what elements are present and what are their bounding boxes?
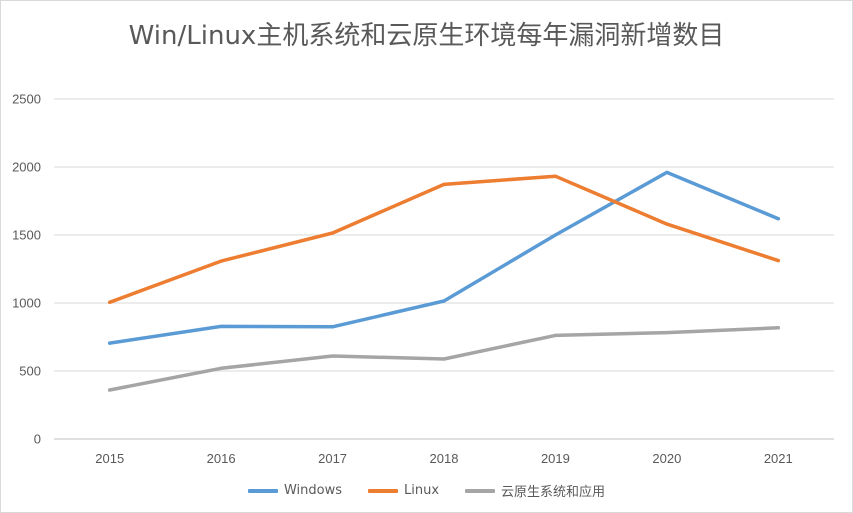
y-tick-label-2000: 2000	[12, 160, 41, 175]
data-point-linux-2016	[219, 259, 223, 263]
series-line-windows	[107, 170, 781, 345]
data-point-cloud-native-2018	[442, 357, 446, 361]
x-tick-label-2019: 2019	[541, 451, 570, 466]
data-point-linux-2017	[330, 231, 335, 235]
x-tick-label-2018: 2018	[430, 451, 459, 466]
data-point-windows-2015	[108, 341, 112, 345]
legend-swatch-cloud-native	[465, 488, 496, 493]
legend-swatch-windows	[247, 488, 278, 493]
x-tick-label-2015: 2015	[95, 451, 124, 466]
legend-item-linux[interactable]: Linux	[367, 483, 440, 498]
data-point-windows-2020	[665, 170, 669, 175]
y-tick-label-500: 500	[19, 364, 41, 379]
legend-label-cloud-native: 云原生系统和应用	[501, 485, 606, 500]
data-point-linux-2019	[553, 174, 558, 178]
data-point-linux-2015	[108, 300, 112, 304]
data-point-cloud-native-2020	[665, 331, 669, 335]
data-point-cloud-native-2016	[219, 366, 223, 370]
data-point-linux-2020	[665, 222, 669, 226]
data-point-linux-2018	[442, 182, 446, 187]
x-tick-label-2020: 2020	[652, 451, 681, 466]
x-tick-label-2016: 2016	[207, 451, 236, 466]
data-point-cloud-native-2019	[553, 333, 558, 337]
legend-item-cloud-native[interactable]: 云原生系统和应用	[465, 481, 605, 500]
data-point-linux-2021	[776, 258, 780, 263]
y-tick-label-1500: 1500	[12, 228, 41, 243]
data-point-cloud-native-2017	[330, 354, 335, 358]
x-tick-label-2021: 2021	[764, 451, 793, 466]
legend-label-linux: Linux	[403, 483, 440, 498]
series-line-linux	[107, 174, 781, 305]
data-point-windows-2021	[776, 217, 780, 221]
legend-label-windows: Windows	[283, 483, 342, 498]
data-point-windows-2018	[442, 299, 446, 303]
y-tick-label-2500: 2500	[12, 92, 41, 107]
data-point-windows-2017	[330, 325, 335, 329]
y-tick-label-0: 0	[34, 432, 41, 447]
legend-item-windows[interactable]: Windows	[247, 483, 342, 498]
data-point-cloud-native-2021	[776, 326, 780, 330]
legend: Windows Linux 云原生系统和应用	[1, 481, 852, 500]
data-point-windows-2019	[553, 233, 558, 237]
y-tick-label-1000: 1000	[12, 296, 41, 311]
data-point-cloud-native-2015	[108, 388, 112, 392]
data-point-windows-2016	[219, 324, 223, 328]
legend-swatch-linux	[367, 488, 398, 493]
x-tick-label-2017: 2017	[318, 451, 347, 466]
chart-title: Win/Linux主机系统和云原生环境每年漏洞新增数目	[128, 21, 725, 51]
